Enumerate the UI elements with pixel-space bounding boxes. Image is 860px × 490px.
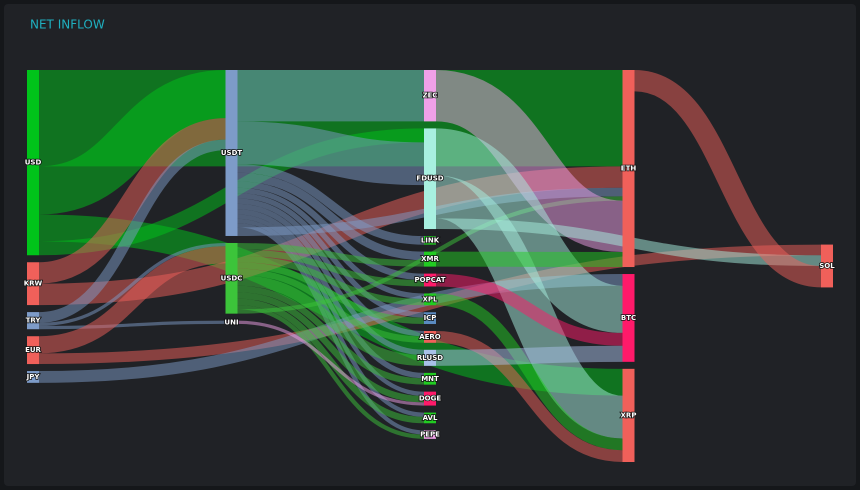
node [424,236,436,245]
node [622,368,635,462]
link [237,187,425,299]
node [424,293,436,306]
nodes: USD KRW TRY EUR JPY USDT USDC UNI ZEC FDUSD LINK XM… [23,70,836,462]
node [424,312,436,325]
node-label: AERO [419,333,441,341]
node-label: ETH [621,165,637,173]
node-label: MNT [421,375,439,383]
node-label: BTC [621,314,636,322]
link [237,320,425,406]
link [237,298,425,424]
node-label: TRY [26,317,42,325]
node-label: XPL [423,295,439,303]
node [424,430,436,439]
node [225,242,238,314]
link [237,255,425,306]
node [424,331,436,343]
link [38,118,227,284]
link [237,172,425,261]
link [435,345,623,366]
node [424,128,436,230]
node [821,244,833,288]
node [27,70,39,256]
node-label: KRW [24,280,43,288]
link [237,164,425,245]
node [424,251,436,267]
link [38,320,226,330]
link [633,70,822,288]
node-label: RLUSD [417,354,443,362]
node-label: JPY [26,373,41,381]
link [435,293,623,451]
node-label: ICP [424,314,437,322]
node-label: USDC [221,274,243,282]
link [38,242,226,327]
node-label: ZEC [423,92,438,100]
link [237,292,425,403]
node-label: POPCAT [415,276,446,284]
node-label: XMR [421,255,439,263]
node-label: DOGE [419,395,442,403]
node-label: PEPE [420,431,440,439]
node [424,349,436,366]
link [37,70,227,215]
link [237,121,425,186]
node [225,320,238,324]
node [622,70,635,268]
node [225,70,238,236]
node [27,262,39,306]
node-label: XRP [621,411,637,419]
node [27,371,39,383]
node [27,312,39,330]
node-label: AVL [423,414,438,422]
link [435,273,623,346]
link [38,246,226,354]
link [237,223,425,435]
link [434,70,625,253]
link [237,262,425,325]
link [237,268,425,343]
node-label: FDUSD [416,175,443,183]
node-label: SOL [819,262,835,270]
node [27,336,39,365]
node-label: USDT [221,149,243,157]
node-label: LINK [421,236,440,244]
link [237,275,425,366]
chart-title: NET INFLOW [30,18,105,32]
link [237,249,425,287]
node [424,70,436,122]
node-label: USD [25,159,42,167]
link [237,242,425,267]
link [435,331,623,462]
node [424,273,436,287]
node [424,372,436,385]
link [237,285,425,385]
link [237,305,425,439]
node [424,412,436,424]
node [622,274,635,362]
node-label: EUR [25,346,41,354]
node [424,391,436,406]
link [38,139,226,323]
node-label: UNI [224,318,238,326]
